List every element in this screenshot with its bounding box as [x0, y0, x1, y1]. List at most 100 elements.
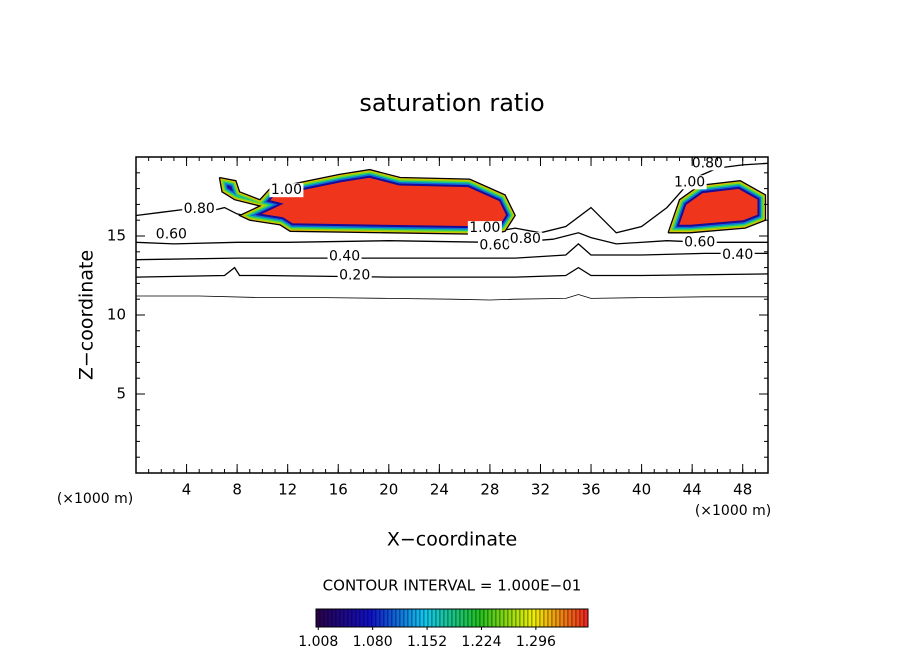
colorbar-stripe	[423, 608, 429, 628]
colorbar-frame	[315, 608, 589, 628]
colorbar-stripe	[335, 608, 341, 628]
colorbar-stripe	[399, 608, 405, 628]
y-tick-label: 5	[116, 385, 126, 403]
contour-label: 1.00	[674, 174, 705, 190]
colorbar-stripe	[567, 608, 573, 628]
x-tick-label: 8	[232, 481, 242, 499]
colorbar-stripe	[351, 608, 357, 628]
x-tick-label: 20	[379, 481, 398, 499]
colorbar-tick-label: 1.296	[516, 634, 556, 650]
colorbar-stripe	[447, 608, 453, 628]
colorbar-stripe	[579, 608, 585, 628]
colorbar-stripe	[575, 608, 581, 628]
x-tick-label: 4	[182, 481, 192, 499]
contour-label: 0.80	[692, 155, 723, 171]
colorbar-stripe	[559, 608, 565, 628]
colorbar-stripe	[427, 608, 433, 628]
colorbar-stripe	[467, 608, 473, 628]
colorbar-stripe	[439, 608, 445, 628]
colorbar-stripe	[435, 608, 441, 628]
colorbar-stripe	[555, 608, 561, 628]
colorbar-stripe	[455, 608, 461, 628]
contour-label-bg	[327, 249, 362, 264]
colorbar-stripe	[507, 608, 513, 628]
colorbar-stripe	[375, 608, 381, 628]
contour-line	[218, 168, 767, 236]
contour-label-bg	[508, 232, 543, 247]
colorbar-stripe	[327, 608, 333, 628]
colorbar-stripe	[403, 608, 409, 628]
contour-line	[136, 294, 768, 301]
contour-label: 0.60	[156, 226, 187, 242]
colorbar-tick-label: 1.008	[298, 634, 338, 650]
contour-label-bg	[269, 183, 304, 198]
contour-label-bg	[672, 175, 707, 190]
colorbar-stripe	[563, 608, 569, 628]
contour-label: 0.80	[510, 231, 541, 247]
colorbar-tick-label: 1.224	[461, 634, 501, 650]
region-fill	[219, 169, 766, 235]
chart-title: saturation ratio	[359, 89, 544, 117]
colorbar-stripe	[491, 608, 497, 628]
y-unit: (×1000 m)	[57, 491, 133, 507]
x-tick-label: 32	[531, 481, 550, 499]
colorbar-stripe	[487, 608, 493, 628]
colorbar-stripe	[355, 608, 361, 628]
colorbar-stripe	[523, 608, 529, 628]
colorbar-stripe	[391, 608, 397, 628]
colorbar-stripe	[359, 608, 365, 628]
contour-label-bg	[182, 202, 217, 217]
contour-interval: CONTOUR INTERVAL = 1.000E−01	[323, 577, 582, 595]
colorbar-stripe	[343, 608, 349, 628]
contour-label: 0.60	[479, 237, 510, 253]
colorbar-stripe	[323, 608, 329, 628]
y-axis-label: Z−coordinate	[76, 250, 98, 380]
colorbar-stripe	[527, 608, 533, 628]
colorbar-stripe	[451, 608, 457, 628]
contour-label-bg	[720, 247, 755, 262]
x-tick-label: 16	[329, 481, 348, 499]
colorbar-stripe	[503, 608, 509, 628]
contour-label: 1.00	[271, 182, 302, 198]
x-tick-label: 36	[581, 481, 600, 499]
colorbar-stripe	[551, 608, 557, 628]
contour-label: 0.40	[722, 247, 753, 263]
x-tick-label: 48	[733, 481, 752, 499]
colorbar-stripe	[499, 608, 505, 628]
contour-label-bg	[682, 235, 717, 250]
colorbar-stripe	[535, 608, 541, 628]
x-tick-label: 28	[480, 481, 499, 499]
colorbar-stripe	[431, 608, 437, 628]
colorbar-stripe	[387, 608, 393, 628]
contour-label-bg	[337, 268, 372, 283]
colorbar-stripe	[583, 608, 589, 628]
contour-label-bg	[154, 227, 189, 242]
colorbar-stripe	[547, 608, 553, 628]
colorbar-stripe	[483, 608, 489, 628]
colorbar-stripe	[511, 608, 517, 628]
colorbar-stripe	[539, 608, 545, 628]
colorbar-stripe	[515, 608, 521, 628]
colorbar-stripe	[471, 608, 477, 628]
colorbar-stripe	[367, 608, 373, 628]
colorbar-stripe	[383, 608, 389, 628]
colorbar-stripe	[371, 608, 377, 628]
x-tick-label: 44	[683, 481, 702, 499]
colorbar-tick-label: 1.152	[407, 634, 447, 650]
colorbar-stripe	[495, 608, 501, 628]
colorbar-stripe	[443, 608, 449, 628]
contour-line	[135, 243, 768, 261]
colorbar-stripe	[479, 608, 485, 628]
x-axis-label: X−coordinate	[387, 529, 517, 551]
colorbar-stripe	[415, 608, 421, 628]
contour-label-bg	[467, 221, 502, 236]
contour-label-bg	[690, 156, 725, 171]
colorbar-stripe	[543, 608, 549, 628]
colorbar-stripe	[419, 608, 425, 628]
colorbar-stripe	[315, 608, 321, 628]
contour-label: 0.20	[339, 268, 370, 284]
contour-label: 0.60	[684, 234, 715, 250]
colorbar-stripe	[363, 608, 369, 628]
contour-line	[135, 232, 768, 245]
contour-line	[135, 266, 769, 278]
